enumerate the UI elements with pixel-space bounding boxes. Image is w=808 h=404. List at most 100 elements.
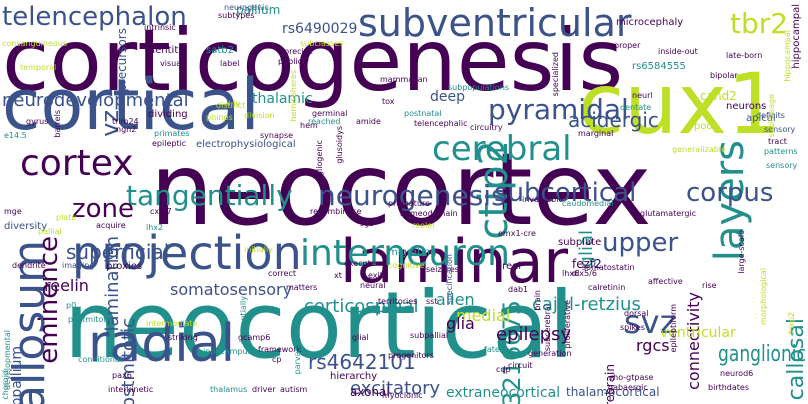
word-4: cux1	[578, 55, 781, 153]
word-64: subplate	[558, 237, 602, 248]
word-36: reelin	[44, 276, 89, 295]
word-191: glusoidys	[335, 126, 344, 164]
word-74: intrinsic	[144, 23, 176, 32]
word-50: subpallium	[9, 346, 25, 404]
word-25: corpus	[686, 178, 774, 208]
word-127: correct	[268, 269, 297, 278]
word-128: xt	[334, 271, 342, 280]
word-45: medial	[456, 306, 511, 325]
word-44: somatosensory	[170, 280, 293, 299]
word-82: tract	[768, 137, 787, 146]
word-147: generation	[528, 349, 572, 358]
word-18: subcortical	[494, 178, 637, 208]
word-200: developmental	[3, 330, 12, 390]
word-189: gliogenic	[315, 140, 324, 177]
word-111: imaging	[62, 261, 95, 270]
word-42: cajal-retzius	[532, 294, 641, 315]
word-108: mge	[4, 207, 22, 216]
word-65: fezf2	[572, 257, 602, 271]
word-76: late-born	[726, 51, 763, 60]
word-103: invaluable	[522, 195, 564, 204]
word-164: inside-out	[658, 47, 698, 56]
word-163: proper	[614, 41, 641, 50]
word-179: cp	[272, 355, 282, 364]
word-196: hippocampal	[783, 30, 792, 82]
word-93: synapse	[260, 131, 294, 140]
word-115: migrating	[388, 247, 437, 258]
word-22: zone	[72, 194, 135, 224]
word-70: identity	[146, 45, 185, 56]
word-1: neocortical	[64, 272, 575, 379]
word-34: neurodevelopmental	[2, 90, 189, 111]
word-171: plate	[56, 213, 77, 222]
word-71: satb2	[206, 45, 234, 56]
word-118: somatostatin	[582, 263, 635, 272]
word-168: division	[244, 111, 275, 120]
word-194: sublineage	[767, 94, 776, 138]
word-195: morphological	[759, 268, 768, 325]
word-169: ii-iv	[226, 99, 241, 108]
word-154: autism	[280, 385, 308, 394]
word-119: execute	[344, 259, 376, 268]
word-78: dentate	[620, 103, 652, 112]
word-67: dlx5/6	[572, 269, 597, 278]
word-73: subtypes	[218, 11, 255, 20]
word-158: birthdates	[708, 383, 750, 392]
word-110: dendrite	[12, 261, 46, 270]
word-117: lhx6	[562, 269, 580, 278]
word-96: postnatal	[404, 109, 442, 118]
word-100: subpopulations	[448, 83, 510, 92]
word-95: tox	[382, 97, 395, 106]
word-120: exit	[368, 271, 383, 280]
word-6: radial	[88, 314, 236, 374]
word-183: acquire	[96, 221, 126, 230]
word-182: emx1-cre	[498, 229, 536, 238]
word-144: hippocampus	[198, 347, 252, 356]
word-198: subclasses	[300, 39, 344, 48]
word-77: bipolar	[710, 71, 738, 80]
word-177: e14.5	[4, 131, 27, 140]
word-156: neurod6	[720, 369, 754, 378]
word-101: germinal	[312, 109, 348, 118]
word-19: svz	[624, 303, 677, 341]
word-52: thalamic	[252, 91, 313, 107]
word-180: sst	[426, 297, 438, 306]
word-0: corticogenesis	[2, 11, 624, 111]
word-97: telencephalic	[414, 119, 468, 128]
word-21: tbr2	[730, 7, 789, 40]
word-114: cxcr7	[150, 207, 172, 216]
word-14: neurogenesis	[318, 179, 506, 212]
word-174: intermediate	[146, 319, 198, 328]
word-48: allen	[436, 290, 475, 309]
word-172: pallial	[38, 227, 62, 236]
word-47: glia	[446, 314, 475, 333]
word-91: epileptic	[152, 139, 187, 148]
word-131: brain	[533, 290, 542, 311]
word-86: barrels	[53, 110, 62, 138]
word-160: label	[220, 59, 240, 68]
word-104: caudomedial	[562, 199, 614, 208]
word-151: interkinetic	[108, 385, 154, 394]
word-142: fate	[484, 345, 500, 354]
word-150: pax6	[112, 371, 132, 380]
word-140: parvalbumin	[293, 324, 302, 375]
word-134: dorsal	[624, 309, 649, 318]
word-116: cognitive	[388, 261, 425, 270]
word-81: sensory	[764, 125, 796, 134]
word-53: extraneocortical	[446, 385, 561, 401]
word-99: marginal	[578, 129, 614, 138]
word-153: driver	[252, 385, 276, 394]
word-130: territories	[378, 297, 418, 306]
word-193: generalizable	[672, 145, 726, 154]
word-68: rs6584555	[632, 61, 686, 72]
word-51: deep	[430, 89, 465, 105]
word-33: superficial	[66, 240, 170, 264]
word-61: cand2	[700, 89, 737, 103]
word-135: epileptiform	[669, 304, 678, 353]
word-162: publicly	[278, 57, 310, 66]
word-197: consanguineous	[2, 39, 67, 48]
word-17: pyramidal	[488, 93, 629, 126]
word-54: thalamocortical	[566, 385, 660, 399]
word-58: pallium	[236, 3, 281, 17]
